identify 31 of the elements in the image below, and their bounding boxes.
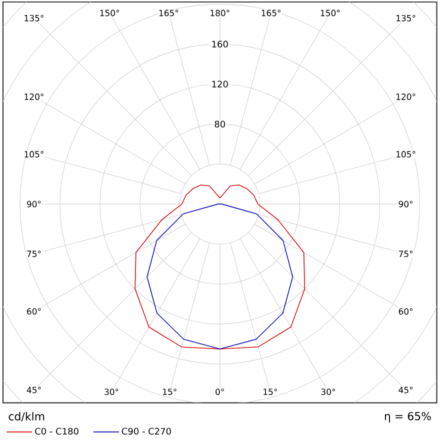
text: η = 65%: [385, 412, 432, 422]
spoke-label: 90°: [27, 200, 41, 208]
y-tick-label: 160: [212, 40, 228, 48]
spoke-label: 135°: [24, 14, 44, 22]
spoke-label: 15°: [264, 388, 277, 396]
spoke-label: 75°: [399, 250, 413, 258]
spoke-label: 15°: [163, 388, 176, 396]
spoke-label: 45°: [26, 386, 41, 394]
spoke-label: 75°: [27, 250, 41, 258]
y-tick-label: 120: [212, 80, 228, 88]
spoke-label: 180°: [210, 10, 230, 16]
spoke-label: 105°: [24, 151, 44, 158]
spoke-label: 90°: [398, 200, 413, 208]
text: cd/klm: [8, 412, 44, 422]
spoke-label: 150°: [100, 10, 120, 16]
spoke-label: 120°: [396, 94, 416, 100]
spoke-label: 165°: [262, 10, 281, 16]
spoke-label: 165°: [160, 10, 178, 16]
spoke-label: 150°: [321, 10, 340, 16]
spoke-label: 30°: [321, 388, 336, 396]
spoke-label: 120°: [24, 94, 44, 100]
spoke-label: 105°: [396, 151, 416, 158]
spoke-label: 30°: [104, 388, 118, 396]
spoke-label: 45°: [398, 386, 413, 394]
spoke-label: 0°: [216, 388, 224, 396]
spoke-label: 135°: [396, 14, 416, 22]
spoke-label: 60°: [398, 308, 413, 315]
legend-label: C0 - C180: [35, 428, 79, 435]
legend-label: C90 - C270: [122, 428, 172, 435]
spoke-label: 60°: [27, 308, 41, 315]
y-tick-label: 80: [214, 120, 226, 128]
